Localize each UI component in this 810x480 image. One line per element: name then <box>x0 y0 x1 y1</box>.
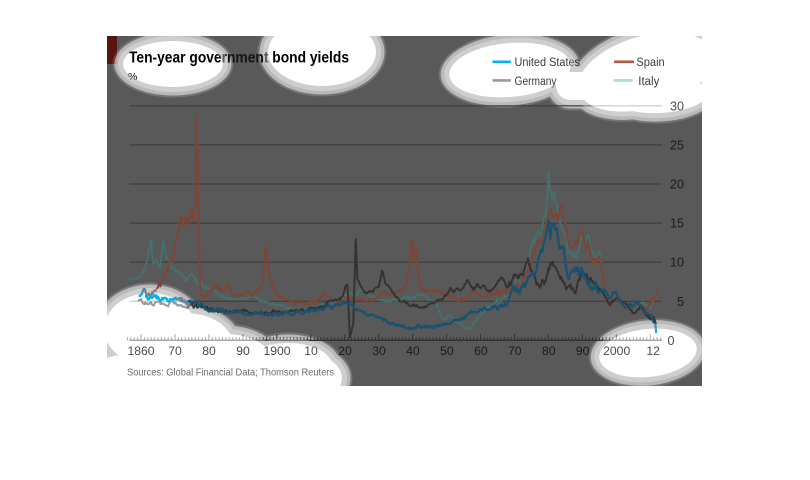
svg-text:%: % <box>128 71 137 83</box>
svg-text:Spain: Spain <box>636 57 664 69</box>
svg-text:30: 30 <box>670 99 684 113</box>
svg-text:12: 12 <box>646 344 660 358</box>
svg-text:2000: 2000 <box>603 344 630 358</box>
svg-text:1900: 1900 <box>263 344 290 358</box>
svg-text:70: 70 <box>508 344 522 358</box>
svg-text:12: 12 <box>646 344 660 358</box>
svg-text:20: 20 <box>670 178 684 192</box>
svg-text:10: 10 <box>304 344 318 358</box>
svg-text:Italy: Italy <box>638 76 659 88</box>
svg-text:70: 70 <box>168 344 182 358</box>
svg-text:90: 90 <box>576 344 590 358</box>
svg-text:1900: 1900 <box>263 344 290 358</box>
svg-text:%: % <box>128 71 137 83</box>
svg-text:20: 20 <box>338 344 352 358</box>
svg-text:United States: United States <box>515 57 581 69</box>
svg-text:Sources: Global Financial Data: Sources: Global Financial Data; Thomson … <box>127 367 334 379</box>
svg-text:1860: 1860 <box>127 344 154 358</box>
svg-text:0: 0 <box>667 334 674 348</box>
svg-text:Germany: Germany <box>515 76 557 88</box>
svg-text:90: 90 <box>236 344 250 358</box>
svg-text:25: 25 <box>670 138 684 152</box>
svg-text:60: 60 <box>474 344 488 358</box>
svg-text:10: 10 <box>304 344 318 358</box>
svg-text:Ten-year government bond yield: Ten-year government bond yields <box>129 50 349 67</box>
svg-text:Italy: Italy <box>638 76 659 88</box>
svg-text:0: 0 <box>667 334 674 348</box>
svg-text:5: 5 <box>677 295 684 309</box>
svg-text:30: 30 <box>372 344 386 358</box>
svg-text:Germany: Germany <box>515 76 557 88</box>
svg-text:50: 50 <box>440 344 454 358</box>
svg-text:80: 80 <box>542 344 556 358</box>
svg-text:10: 10 <box>670 256 684 270</box>
svg-text:70: 70 <box>168 344 182 358</box>
svg-text:Spain: Spain <box>636 57 664 69</box>
svg-text:40: 40 <box>406 344 420 358</box>
svg-text:United States: United States <box>515 57 581 69</box>
svg-text:80: 80 <box>202 344 216 358</box>
svg-text:80: 80 <box>202 344 216 358</box>
svg-text:Sources: Global Financial Data: Sources: Global Financial Data; Thomson … <box>127 367 334 379</box>
svg-text:1860: 1860 <box>127 344 154 358</box>
svg-text:2000: 2000 <box>603 344 630 358</box>
svg-text:90: 90 <box>236 344 250 358</box>
svg-text:30: 30 <box>670 99 684 113</box>
svg-text:15: 15 <box>670 217 684 231</box>
